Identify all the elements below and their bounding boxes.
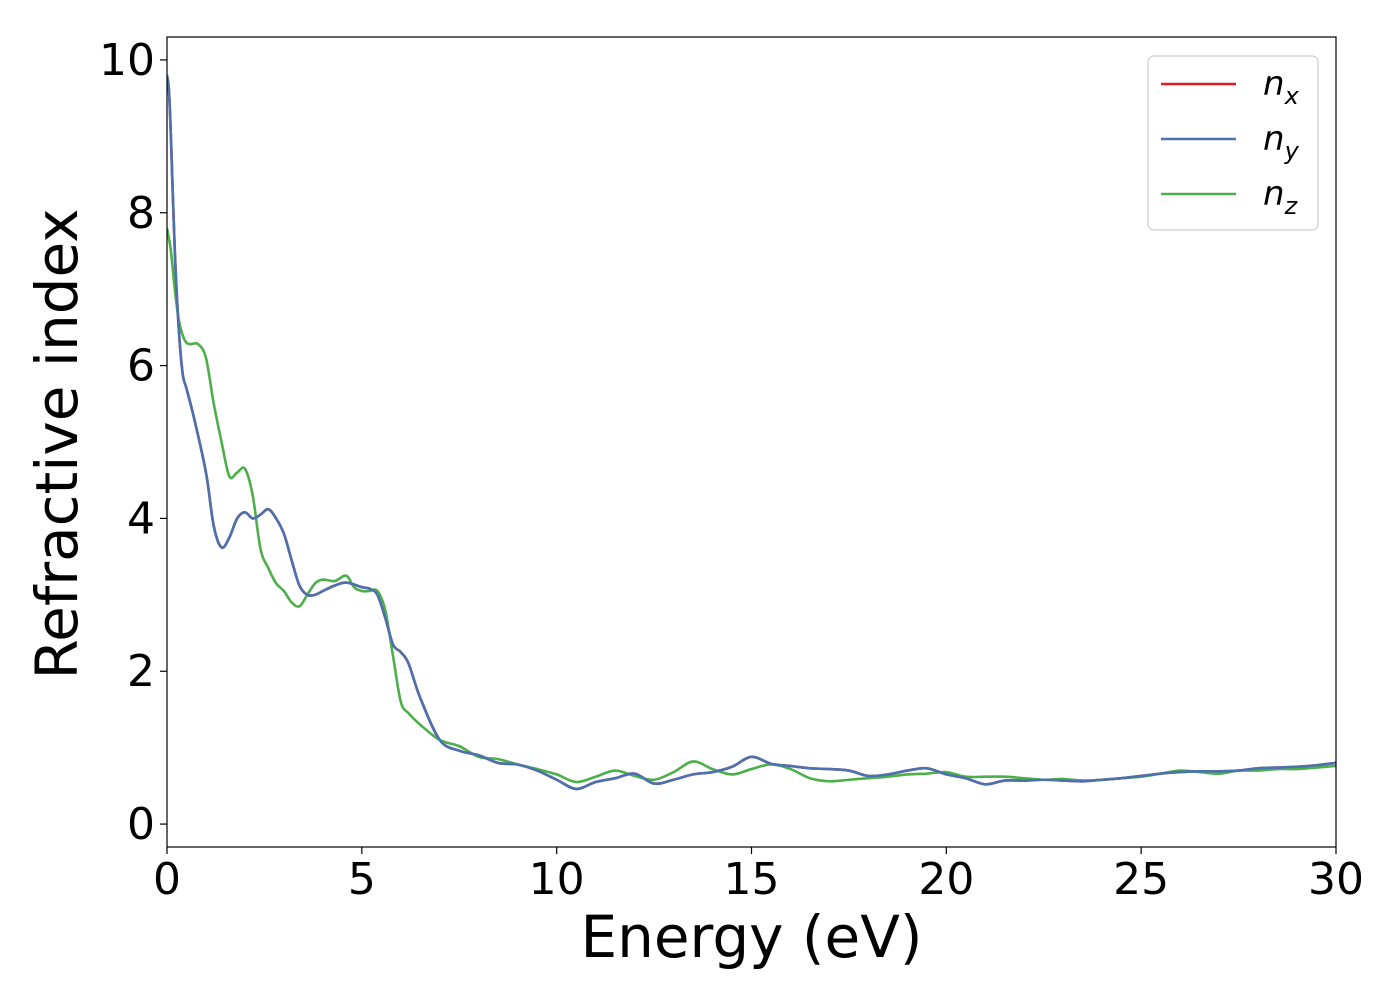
y-axis-label: Refractive index xyxy=(23,208,91,679)
series-layer xyxy=(167,75,1336,791)
series-line-y xyxy=(167,75,1336,791)
legend-subscript-z: z xyxy=(1284,192,1299,220)
x-tick-label: 10 xyxy=(529,854,585,905)
x-axis-ticks: 0 5 10 15 20 25 30 xyxy=(153,847,1364,905)
legend-subscript-y: y xyxy=(1284,137,1300,165)
y-tick-label: 0 xyxy=(127,799,155,850)
y-tick-label: 8 xyxy=(127,188,155,239)
series-line-z xyxy=(167,227,1336,784)
x-tick-label: 0 xyxy=(153,854,181,905)
y-tick-label: 2 xyxy=(127,646,155,697)
y-tick-label: 10 xyxy=(99,35,155,86)
x-axis-label: Energy (eV) xyxy=(580,903,922,971)
legend-box xyxy=(1147,55,1319,231)
y-tick-label: 6 xyxy=(127,341,155,392)
y-tick-label: 4 xyxy=(127,493,155,544)
x-tick-label: 15 xyxy=(724,854,780,905)
x-tick-label: 5 xyxy=(348,854,376,905)
x-tick-label: 30 xyxy=(1308,854,1364,905)
y-axis-ticks: 0 2 4 6 8 10 xyxy=(99,35,167,850)
x-tick-label: 25 xyxy=(1113,854,1169,905)
x-tick-label: 20 xyxy=(918,854,974,905)
legend-subscript-x: x xyxy=(1284,82,1300,110)
